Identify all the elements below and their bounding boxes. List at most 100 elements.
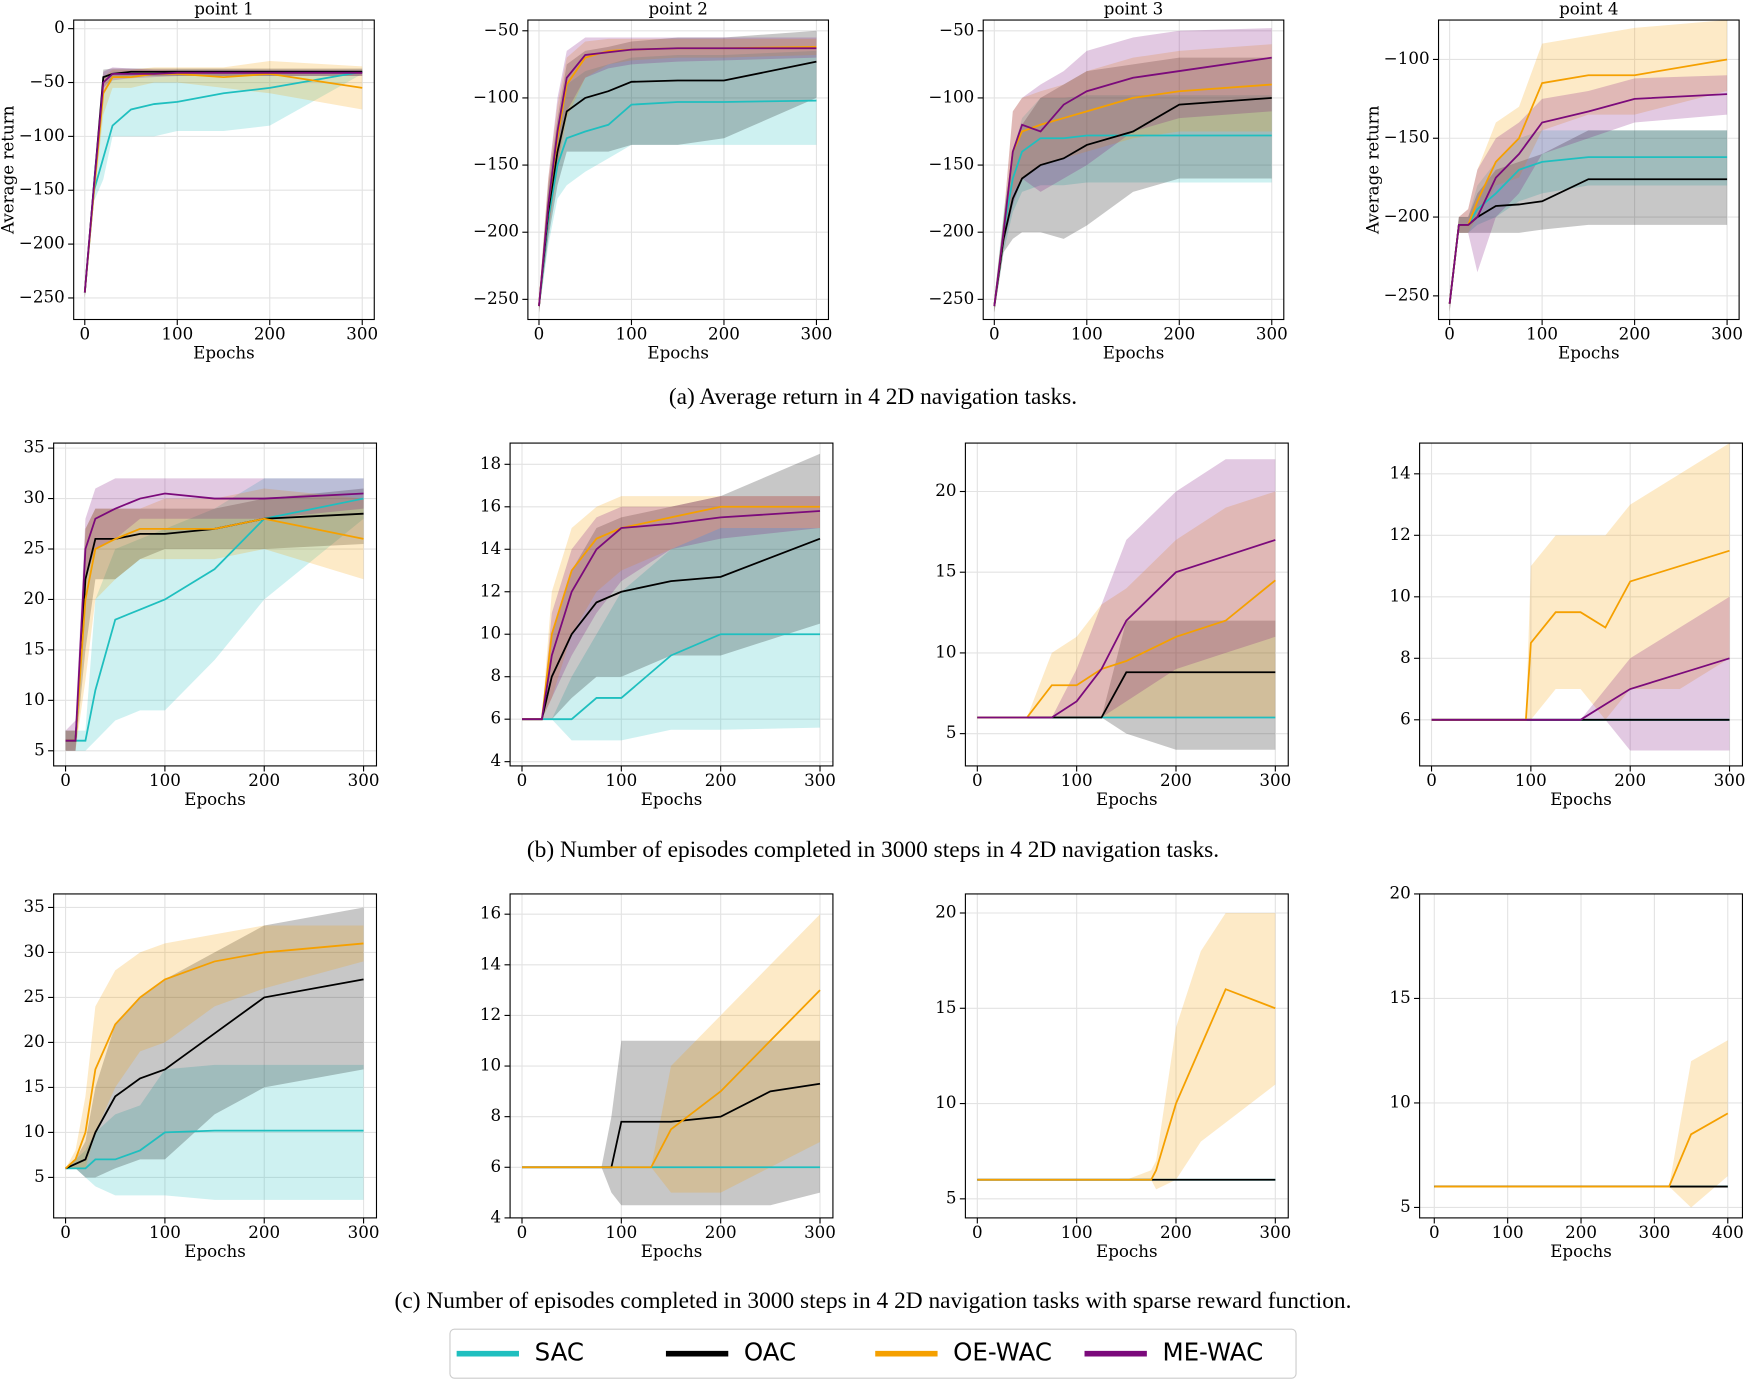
- x-tick-label: 100: [605, 771, 637, 790]
- legend-label: SAC: [535, 1338, 584, 1367]
- x-axis-label: Epochs: [647, 344, 709, 363]
- y-tick-label: 8: [491, 666, 502, 685]
- plot-clip-group: [64, 907, 364, 1200]
- band: [994, 95, 1272, 313]
- y-tick-label: 12: [1389, 525, 1410, 544]
- x-tick-label: 300: [348, 1223, 380, 1242]
- series-line: [993, 56, 1272, 307]
- x-tick-label: 0: [79, 325, 90, 344]
- series-line: [977, 539, 1276, 719]
- y-tick-label: −250: [928, 289, 974, 308]
- plot-clip-group: [521, 453, 821, 741]
- x-axis-label: Epochs: [1103, 344, 1165, 363]
- band: [521, 1040, 821, 1206]
- y-tick-label: −150: [19, 180, 65, 199]
- x-tick-label: 100: [1061, 771, 1093, 790]
- plot-area: [1419, 443, 1743, 766]
- x-tick-label: 300: [348, 771, 380, 790]
- y-axis-label: Average return: [1363, 105, 1382, 235]
- y-tick-label: 30: [24, 488, 45, 507]
- x-axis-label: Epochs: [193, 344, 255, 363]
- series-line: [993, 97, 1272, 307]
- caption: (b) Number of episodes completed in 3000…: [527, 837, 1219, 863]
- x-tick-label: 200: [1619, 325, 1651, 344]
- band: [521, 914, 821, 1193]
- y-tick-label: 18: [480, 454, 501, 473]
- y-tick-label: 8: [1400, 648, 1411, 667]
- legend-label: OAC: [744, 1338, 796, 1367]
- y-tick-label: −200: [19, 234, 65, 253]
- y-tick-label: 6: [1400, 709, 1411, 728]
- x-tick-label: 200: [1163, 325, 1195, 344]
- x-tick-label: 200: [254, 325, 286, 344]
- x-tick-label: 200: [1160, 771, 1192, 790]
- axes-frame: [73, 19, 375, 321]
- y-tick-label: 20: [935, 481, 956, 500]
- x-tick-label: 200: [705, 771, 737, 790]
- plot-area: [1438, 20, 1740, 320]
- x-tick-label: 300: [1714, 771, 1746, 790]
- caption: (a) Average return in 4 2D navigation ta…: [669, 384, 1077, 410]
- x-tick-label: 200: [248, 1223, 280, 1242]
- series-line: [522, 989, 821, 1169]
- series-line: [83, 70, 363, 293]
- x-axis-label: Epochs: [1096, 1242, 1158, 1261]
- y-tick-label: 4: [491, 1207, 502, 1226]
- band: [521, 496, 821, 720]
- y-tick-label: 14: [480, 954, 501, 973]
- band: [84, 69, 363, 298]
- x-tick-label: 100: [1526, 325, 1558, 344]
- y-axis-label: Average return: [0, 105, 18, 235]
- x-tick-label: 300: [804, 1223, 836, 1242]
- x-axis-label: Epochs: [1096, 790, 1158, 809]
- y-tick-label: −100: [473, 87, 519, 106]
- y-tick-label: 10: [1389, 1092, 1410, 1111]
- axes-frame: [964, 893, 1289, 1219]
- plot-area: [73, 20, 375, 320]
- x-axis-label: Epochs: [184, 790, 246, 809]
- y-tick-label: −250: [473, 289, 519, 308]
- y-tick-label: 15: [24, 1077, 45, 1096]
- x-tick-label: 200: [1614, 771, 1646, 790]
- series-line: [65, 978, 364, 1170]
- axes-frame: [964, 442, 1289, 767]
- y-tick-label: 14: [480, 539, 501, 558]
- y-tick-label: 6: [491, 709, 502, 728]
- series-line: [993, 134, 1272, 307]
- y-tick-label: 14: [1389, 463, 1410, 482]
- x-axis-label: Epochs: [641, 790, 703, 809]
- x-tick-label: 300: [346, 325, 378, 344]
- y-tick-label: 5: [946, 1188, 957, 1207]
- y-tick-label: 10: [480, 624, 501, 643]
- series-line: [83, 71, 363, 293]
- series-line: [65, 1129, 364, 1170]
- y-tick-label: −100: [928, 87, 974, 106]
- x-tick-label: 0: [972, 771, 983, 790]
- y-tick-label: −50: [30, 72, 65, 91]
- band: [977, 912, 1276, 1190]
- band: [65, 1064, 364, 1200]
- x-tick-label: 0: [972, 1223, 983, 1242]
- x-tick-label: 100: [1492, 1223, 1524, 1242]
- x-tick-label: 0: [1426, 771, 1437, 790]
- y-tick-label: −250: [19, 287, 65, 306]
- legend-label: OE-WAC: [953, 1338, 1052, 1367]
- axes-frame: [509, 893, 834, 1219]
- plot-clip-group: [83, 60, 363, 298]
- y-tick-label: 35: [24, 897, 45, 916]
- band: [538, 37, 817, 313]
- y-tick-label: 12: [480, 1005, 501, 1024]
- band: [994, 44, 1272, 313]
- axes-frame: [527, 19, 830, 321]
- y-tick-label: 35: [24, 438, 45, 457]
- x-tick-label: 0: [60, 1223, 71, 1242]
- band: [994, 28, 1272, 313]
- y-tick-label: 10: [1389, 586, 1410, 605]
- x-tick-label: 0: [989, 325, 1000, 344]
- y-tick-label: −200: [928, 222, 974, 241]
- y-tick-label: −250: [1384, 285, 1430, 304]
- y-tick-label: 6: [491, 1157, 502, 1176]
- x-tick-label: 100: [1061, 1223, 1093, 1242]
- x-tick-label: 100: [149, 771, 181, 790]
- x-tick-label: 200: [708, 325, 740, 344]
